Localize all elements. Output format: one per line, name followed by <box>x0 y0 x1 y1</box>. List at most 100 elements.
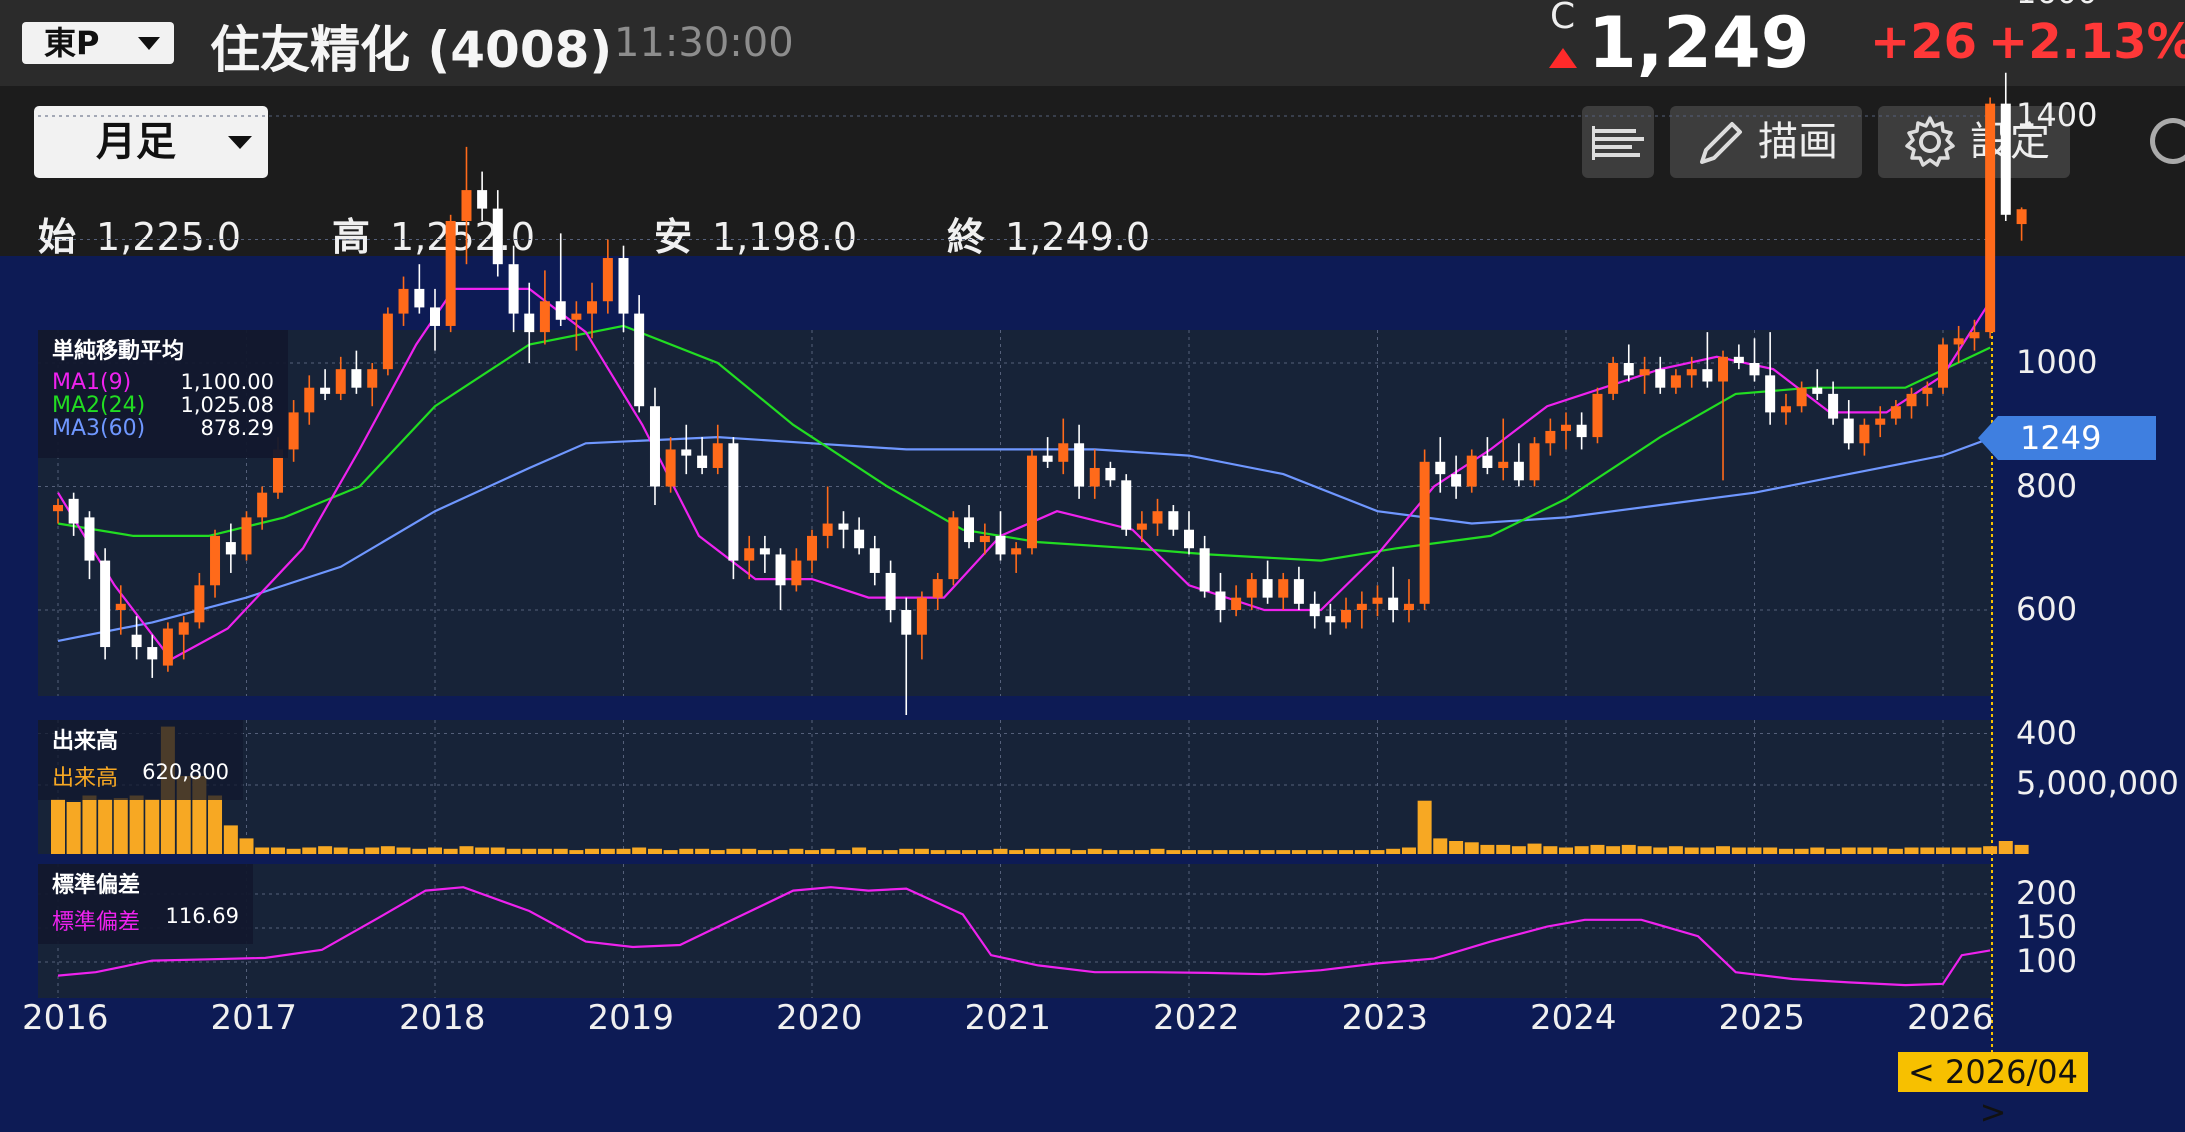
candle-body <box>885 572 896 610</box>
candle-body <box>1152 511 1163 524</box>
draw-button[interactable]: 描画 <box>1670 106 1862 178</box>
volume-bar <box>914 848 929 854</box>
candle-body <box>948 517 959 580</box>
candle-body <box>1545 430 1556 444</box>
candle-body <box>1231 597 1242 610</box>
volume-bar <box>302 847 317 854</box>
volume-bar <box>1354 850 1369 854</box>
ma1-value: 1,100.00 <box>180 370 274 394</box>
volume-bar <box>51 799 65 854</box>
volume-bar <box>459 846 474 854</box>
period-selector[interactable]: 月足 <box>34 106 268 178</box>
volume-bar <box>789 848 804 854</box>
volume-bar <box>757 850 772 854</box>
volume-bar <box>695 848 710 854</box>
volume-bar <box>475 847 490 854</box>
volume-bar <box>286 848 301 854</box>
candle-body <box>759 548 770 555</box>
candle-body <box>1859 424 1870 444</box>
volume-bar <box>930 850 945 854</box>
candle-body <box>1749 363 1760 376</box>
volume-bar <box>1401 847 1416 854</box>
volume-bar <box>396 847 411 854</box>
sd-legend: 標準偏差 標準偏差 116.69 <box>38 864 253 944</box>
sd-tick-label: 150 <box>2016 908 2078 946</box>
candle-body <box>1403 603 1414 610</box>
volume-bar <box>852 847 867 854</box>
volume-bar <box>569 850 584 854</box>
candle-body <box>1356 603 1367 610</box>
candle-body <box>477 190 488 209</box>
up-arrow-icon <box>1549 48 1577 68</box>
volume-bar <box>1716 846 1731 854</box>
indicator-list-button[interactable] <box>1582 106 1654 178</box>
candle-body <box>854 529 865 549</box>
candle-body <box>225 542 236 555</box>
volume-bar <box>98 799 113 854</box>
current-price: 1,249 <box>1588 2 1810 84</box>
refresh-icon[interactable] <box>2150 118 2185 164</box>
candle-body <box>1011 548 1022 555</box>
candle-body <box>901 610 912 635</box>
x-tick-label: 2025 <box>1718 998 1806 1038</box>
candle-body <box>1796 387 1807 407</box>
candle-body <box>1451 474 1462 487</box>
volume-bar <box>1559 847 1573 854</box>
volume-bar <box>867 850 882 854</box>
sd-line <box>57 886 1991 987</box>
candle-body <box>1293 579 1304 604</box>
candle-body <box>964 517 975 543</box>
candle-body <box>1922 387 1933 394</box>
volume-bar <box>1731 847 1746 854</box>
x-tick-label: 2023 <box>1341 998 1429 1038</box>
volume-bar <box>1543 846 1558 854</box>
candle-body <box>1670 375 1681 388</box>
candle-body <box>1121 480 1132 530</box>
candle-body <box>618 258 629 314</box>
date-badge[interactable]: < 2026/04 > <box>1898 1052 2088 1131</box>
candle-body <box>1388 597 1399 610</box>
volume-bar <box>1087 848 1102 854</box>
ma3-label: MA3(60) <box>52 416 146 441</box>
candle-body <box>1105 467 1116 481</box>
volume-bar <box>1056 848 1071 854</box>
volume-bar <box>443 848 458 854</box>
sd-value: 116.69 <box>165 904 239 928</box>
candle-body <box>1623 363 1634 376</box>
sd-legend-title: 標準偏差 <box>52 873 141 898</box>
candle-body <box>602 258 613 302</box>
volume-bar <box>883 850 898 854</box>
x-tick-label: 2020 <box>776 998 863 1038</box>
quote-time: 11:30:00 <box>614 20 794 66</box>
price-badge: 1249 <box>1998 416 2156 460</box>
candle-body <box>728 443 739 561</box>
candle-body <box>1718 356 1729 382</box>
candle-body <box>1529 443 1540 481</box>
candle-body <box>414 288 425 308</box>
candle-body <box>634 313 645 407</box>
volume-bar <box>412 848 427 854</box>
volume-bar <box>962 850 977 854</box>
volume-bar <box>223 825 238 854</box>
volume-bar <box>710 850 725 854</box>
candle-body <box>571 313 582 320</box>
ma-legend-title: 単純移動平均 <box>52 339 185 364</box>
candle-body <box>1278 579 1289 598</box>
ohlc-open: 始 1,225.0 <box>38 215 242 259</box>
volume-bar <box>82 795 97 854</box>
header-bar <box>0 0 2185 86</box>
candle-body <box>272 449 283 493</box>
volume-bar <box>1213 850 1228 854</box>
candle-body <box>508 264 519 314</box>
volume-bar <box>1150 848 1165 854</box>
volume-panel <box>38 720 1992 854</box>
volume-bar <box>663 850 678 854</box>
candle-body <box>1435 461 1446 475</box>
price-tick-label: 1400 <box>2016 96 2098 134</box>
volume-bar <box>1794 848 1809 854</box>
volume-bar <box>1637 846 1652 854</box>
ma2-value: 1,025.08 <box>180 393 274 417</box>
market-selector[interactable]: 東P <box>22 22 174 64</box>
volume-bar <box>1653 847 1668 854</box>
